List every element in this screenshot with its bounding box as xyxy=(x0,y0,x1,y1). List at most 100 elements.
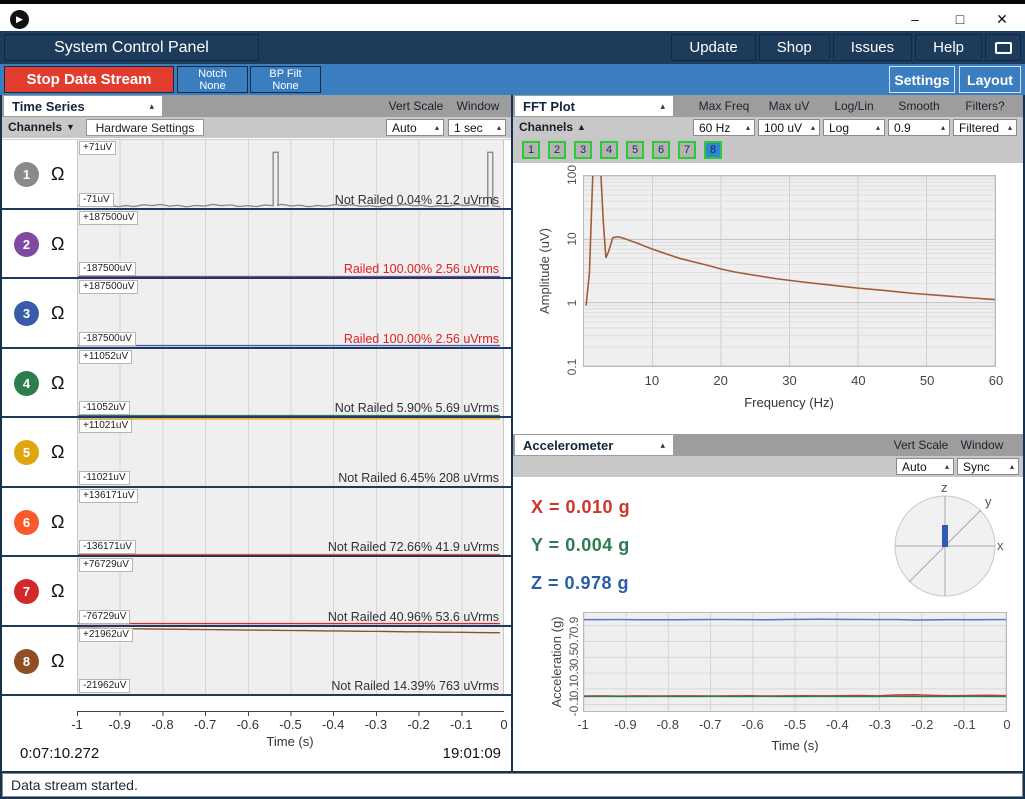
scale-min-label: -187500uV xyxy=(79,262,136,276)
accel-x-tick-label: -1 xyxy=(577,717,589,732)
accel-vert-scale-dropdown[interactable]: Auto ▴ xyxy=(896,458,954,475)
clock-time: 19:01:09 xyxy=(442,745,501,762)
channel-4-toggle-button[interactable]: 4 xyxy=(14,370,39,396)
max-uv-label: Max uV xyxy=(768,99,810,113)
channels-toggle-button[interactable]: Channels ▼ xyxy=(8,120,75,134)
fft-channel-1-button[interactable]: 1 xyxy=(522,141,540,159)
impedance-check-button[interactable]: Ω xyxy=(51,511,65,532)
app-logo-play-icon: ▶ xyxy=(10,10,29,29)
x-tick-label: -0.8 xyxy=(151,717,174,732)
channel-5-toggle-button[interactable]: 5 xyxy=(14,440,39,465)
accel-vert-scale-label: Vert Scale xyxy=(893,438,949,452)
timeseries-widget-dropdown[interactable]: Time Series ▴ xyxy=(4,96,162,116)
window-dropdown[interactable]: 1 sec ▴ xyxy=(448,119,506,136)
accel-window-dropdown[interactable]: Sync ▴ xyxy=(957,458,1019,475)
fft-channel-4-button[interactable]: 4 xyxy=(600,141,618,159)
channel-3-toggle-button[interactable]: 3 xyxy=(14,301,39,326)
scale-min-label: -11052uV xyxy=(79,401,130,415)
window-minimize-button[interactable]: – xyxy=(911,11,919,27)
impedance-check-button[interactable]: Ω xyxy=(51,442,65,462)
fft-channel-5-button[interactable]: 5 xyxy=(626,141,644,159)
fft-x-tick-label: 20 xyxy=(713,373,728,388)
channel-7-toggle-button[interactable]: 7 xyxy=(14,579,39,604)
timeseries-xticks: -1 -0.9 -0.8 -0.7 -0.6 -0.5 -0.4 -0.3 -0.2 -0.1 0 xyxy=(2,717,511,733)
impedance-check-button[interactable]: Ω xyxy=(51,164,65,184)
fft-channel-2-button[interactable]: 2 xyxy=(548,141,566,159)
scale-max-label: +11021uV xyxy=(79,419,133,433)
navbar-buttons: Update Shop Issues Help ··· xyxy=(671,34,1021,61)
smooth-dropdown[interactable]: 0.9 ▴ xyxy=(888,119,950,136)
accel-x-tick-label: -0.6 xyxy=(741,717,764,732)
chevron-up-icon: ▴ xyxy=(660,100,665,111)
accel-plot xyxy=(583,612,1007,712)
window-label: Window xyxy=(456,99,500,113)
status-bar: Data stream started. xyxy=(2,773,1023,797)
window-close-button[interactable]: ✕ xyxy=(996,10,1008,27)
filters-dropdown[interactable]: Filtered ▴ xyxy=(953,119,1017,136)
accel-y-tick-label: 0.9 xyxy=(567,616,581,634)
accel-widget-dropdown[interactable]: Accelerometer ▴ xyxy=(515,435,673,455)
settings-button[interactable]: Settings xyxy=(889,66,955,93)
channel-4-plot: +11052uV -11052uV Not Railed 5.90% 5.69 uV… xyxy=(77,348,504,416)
console-log-button[interactable]: ··· xyxy=(985,34,1021,61)
impedance-check-button[interactable]: Ω xyxy=(51,372,65,393)
timeseries-channel-row: 8 Ω +21962uV -21962uV Not Railed 14.39% 763 … xyxy=(2,626,511,696)
issues-button[interactable]: Issues xyxy=(832,34,913,61)
fft-x-tick-label: 60 xyxy=(988,373,1004,388)
impedance-check-button[interactable]: Ω xyxy=(51,233,65,254)
accel-y-tick-label: 0.5 xyxy=(567,648,581,666)
fft-widget-dropdown[interactable]: FFT Plot ▴ xyxy=(515,96,673,116)
channel-2-toggle-button[interactable]: 2 xyxy=(14,231,39,257)
fft-channel-3-button[interactable]: 3 xyxy=(574,141,592,159)
hardware-settings-button[interactable]: Hardware Settings xyxy=(86,119,204,136)
notch-filter-button[interactable]: Notch None xyxy=(177,66,248,93)
fft-channel-7-button[interactable]: 7 xyxy=(678,141,696,159)
layout-button[interactable]: Layout xyxy=(959,66,1021,93)
x-tick-label: -0.1 xyxy=(450,717,473,732)
window-maximize-button[interactable]: □ xyxy=(955,11,965,27)
fft-channel-6-button[interactable]: 6 xyxy=(652,141,670,159)
stop-data-stream-button[interactable]: Stop Data Stream xyxy=(4,66,174,93)
fft-channels-toggle-button[interactable]: Channels ▲ xyxy=(519,120,586,134)
chevron-up-icon: ▴ xyxy=(149,100,154,111)
help-button[interactable]: Help xyxy=(915,34,982,61)
system-control-panel-button[interactable]: System Control Panel xyxy=(4,34,259,61)
bandpass-filter-button[interactable]: BP Filt None xyxy=(250,66,321,93)
smooth-label: Smooth xyxy=(898,99,940,113)
fft-channel-8-button[interactable]: 8 xyxy=(704,141,722,159)
accel-x-tick-label: -0.2 xyxy=(910,717,934,732)
shop-button[interactable]: Shop xyxy=(758,34,830,61)
channel-2-plot: +187500uV -187500uV Railed 100.00% 2.56 uV… xyxy=(77,209,504,277)
max-uv-dropdown[interactable]: 100 uV ▴ xyxy=(758,119,820,136)
accel-x-tick-label: -0.4 xyxy=(826,717,849,732)
scale-max-label: +187500uV xyxy=(79,280,139,294)
impedance-check-button[interactable]: Ω xyxy=(51,303,65,323)
accel-xticks: -1 -0.9 -0.8 -0.7 -0.6 -0.5 -0.4 -0.3 -0.2 -0.1 0 xyxy=(513,717,1023,733)
log-lin-dropdown[interactable]: Log ▴ xyxy=(823,119,885,136)
scale-min-label: -11021uV xyxy=(79,470,130,485)
channel-8-plot: +21962uV -21962uV Not Railed 14.39% 763 uV… xyxy=(77,626,504,694)
impedance-check-button[interactable]: Ω xyxy=(51,581,65,601)
fft-x-axis-label: Frequency (Hz) xyxy=(744,395,834,410)
fft-x-tick-label: 40 xyxy=(851,373,866,388)
update-button[interactable]: Update xyxy=(671,34,756,61)
channel-8-toggle-button[interactable]: 8 xyxy=(14,648,39,674)
sphere-x-axis-label: x xyxy=(997,538,1004,553)
sphere-z-axis-label: z xyxy=(941,480,948,495)
content-area: Time Series ▴ Vert Scale Window Channels ▼… xyxy=(0,95,1025,771)
x-tick-label: -0.2 xyxy=(407,717,430,732)
vert-scale-dropdown[interactable]: Auto ▴ xyxy=(386,119,444,136)
accel-y-value: Y = 0.004 g xyxy=(531,535,630,555)
impedance-check-button[interactable]: Ω xyxy=(51,650,65,671)
channel-railed-status: Railed 100.00% 2.56 uVrms xyxy=(343,262,499,276)
channel-1-toggle-button[interactable]: 1 xyxy=(14,162,39,187)
accel-window-label: Window xyxy=(960,438,1004,452)
max-freq-dropdown[interactable]: 60 Hz ▴ xyxy=(693,119,755,136)
scale-max-label: +11052uV xyxy=(79,349,133,364)
chevron-up-filled-icon: ▲ xyxy=(577,122,586,132)
channel-6-toggle-button[interactable]: 6 xyxy=(14,509,39,535)
